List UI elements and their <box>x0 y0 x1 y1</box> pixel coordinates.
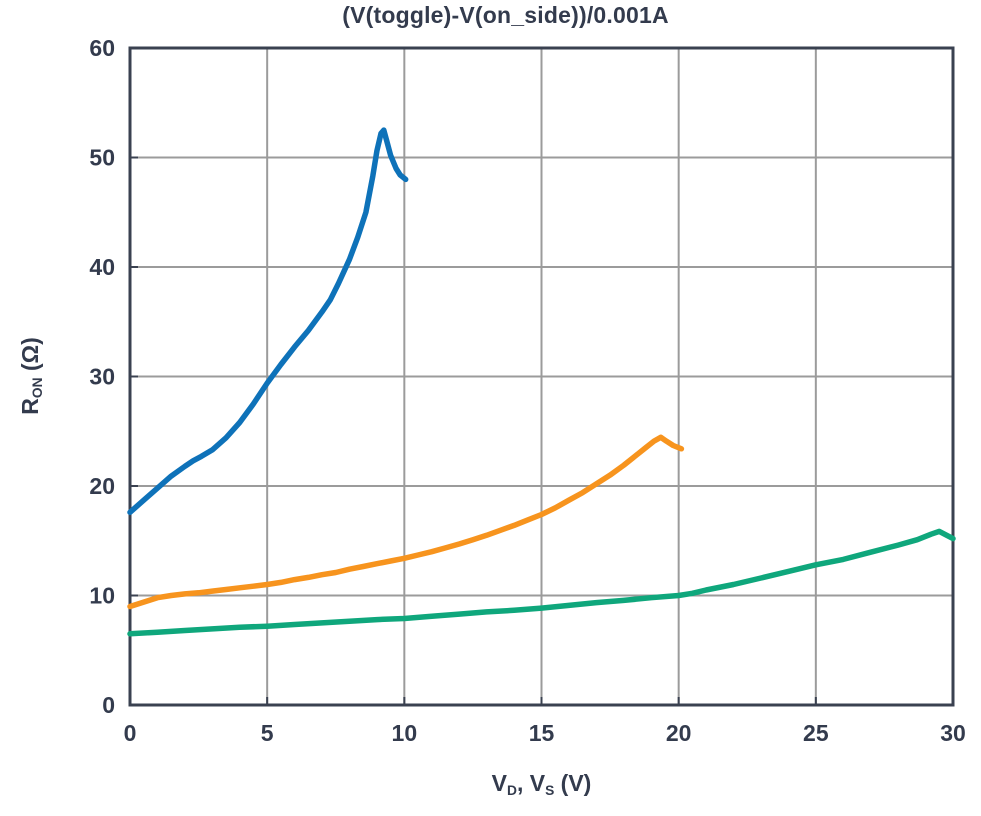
blue-curve <box>127 127 409 516</box>
y-tick-label: 30 <box>89 364 115 390</box>
x-axis-label: VD, VS (V) <box>130 770 953 798</box>
x-tick-label: 25 <box>803 720 829 746</box>
y-tick-label: 0 <box>102 692 115 718</box>
x-tick-label: 5 <box>261 720 274 746</box>
x-tick-label: 30 <box>940 720 966 746</box>
x-tick-label: 20 <box>666 720 692 746</box>
y-tick-label: 50 <box>89 145 115 171</box>
x-tick-label: 0 <box>124 720 137 746</box>
y-tick-label: 20 <box>89 473 115 499</box>
x-tick-label: 10 <box>392 720 418 746</box>
x-axis-label-symbol-1: V <box>491 770 507 796</box>
y-tick-label: 60 <box>89 35 115 61</box>
x-tick-label: 15 <box>529 720 555 746</box>
x-axis-label-subscript-2: S <box>545 782 555 798</box>
x-axis-label-unit: (V) <box>554 770 592 796</box>
y-tick-label: 40 <box>89 254 115 280</box>
green-curve <box>127 528 956 637</box>
x-axis-label-subscript-1: D <box>506 782 517 798</box>
chart-title: (V(toggle)-V(on_side))/0.001A <box>342 2 669 28</box>
y-tick-label: 10 <box>89 583 115 609</box>
orange-curve <box>127 434 685 610</box>
x-axis-label-symbol-2: , V <box>516 770 546 796</box>
